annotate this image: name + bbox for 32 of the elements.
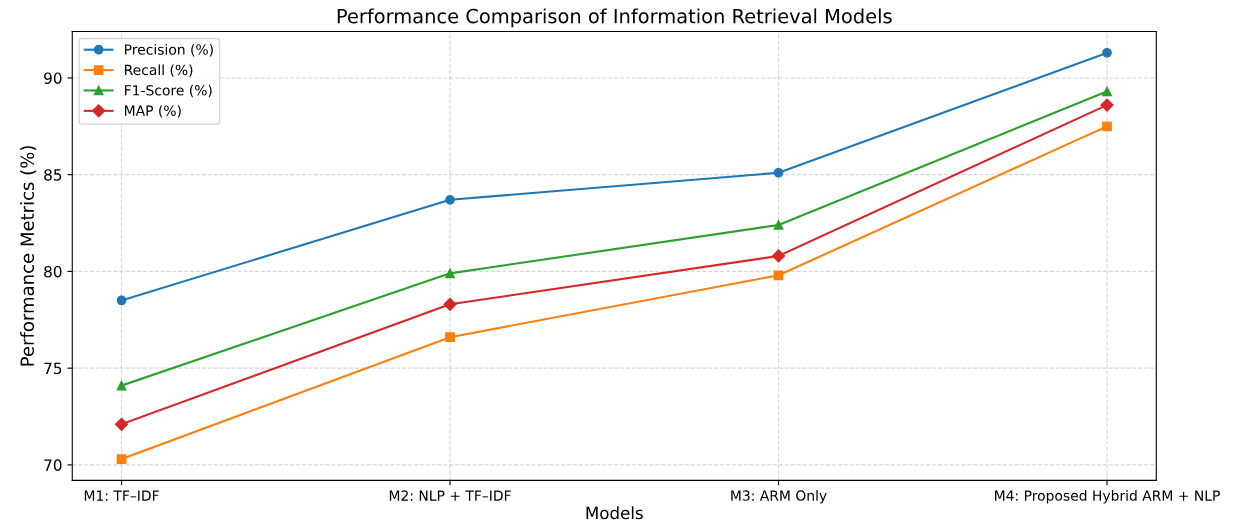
point [114, 417, 129, 431]
y-tick-label: 90 [44, 72, 62, 84]
point [445, 194, 455, 205]
x-tick-label: M2: NLP + TF–IDF [389, 490, 511, 501]
legend-label: F1-Score (%) [125, 84, 212, 98]
point [116, 454, 127, 464]
y-tick-label: 85 [44, 169, 62, 181]
legend-label: MAP (%) [125, 105, 181, 118]
point [445, 268, 455, 279]
chart-title: Performance Comparison of Information Retrieval Models [337, 8, 892, 28]
x-axis-title: Models [586, 506, 643, 520]
point [773, 270, 784, 281]
point [1102, 121, 1112, 132]
y-tick-label: 80 [44, 265, 62, 278]
legend-label: Precision (%) [125, 44, 213, 57]
y-axis-title: Performance Metrics (%) [20, 146, 37, 366]
point [116, 295, 127, 306]
point [1102, 47, 1112, 58]
x-tick-label: M3: ARM Only [731, 490, 827, 504]
point [771, 249, 786, 263]
x-tick-label: M1: TF–IDF [84, 490, 159, 501]
y-tick-label: 75 [44, 362, 62, 375]
point [443, 297, 457, 311]
point [1100, 98, 1114, 112]
point [445, 332, 455, 343]
y-tick-label: 70 [44, 459, 62, 471]
point [773, 167, 784, 178]
point [116, 380, 127, 391]
point [773, 220, 784, 230]
point [1102, 86, 1112, 97]
x-tick-label: M4: Proposed Hybrid ARM + NLP [995, 490, 1220, 504]
legend-label: Recall (%) [125, 64, 193, 77]
